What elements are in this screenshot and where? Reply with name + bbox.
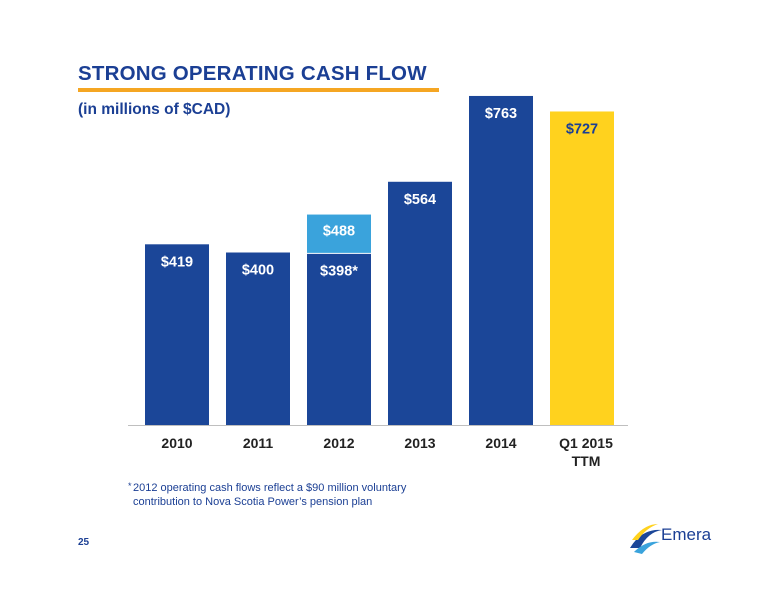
- tick-label-2011: 2011: [243, 435, 274, 451]
- tick-label-2014: 2014: [485, 435, 516, 451]
- bar-2010: [145, 244, 209, 425]
- data-label-2013: $564: [404, 192, 436, 208]
- data-label-2010: $419: [161, 254, 193, 270]
- tick-label-5: Q1 2015: [559, 435, 613, 451]
- bar-2013: [388, 181, 452, 425]
- bar-stack-2012: [307, 214, 371, 254]
- data-label-2011: $400: [242, 263, 274, 279]
- tick-label-5-line2: TTM: [572, 453, 601, 469]
- title-underline: [78, 88, 439, 92]
- tick-label-2013: 2013: [404, 435, 435, 451]
- footnote: * 2012 operating cash flows reflect a $9…: [128, 481, 463, 509]
- tick-label-2012: 2012: [323, 435, 354, 451]
- emera-swoosh-icon: [630, 524, 662, 554]
- page-number: 25: [78, 537, 90, 548]
- data-label-stack-2012: $488: [323, 224, 355, 240]
- slide-subtitle: (in millions of $CAD): [78, 101, 231, 118]
- bar-2014: [469, 95, 533, 426]
- footnote-text: 2012 operating cash flows reflect a $90 …: [133, 482, 407, 508]
- slide-title: STRONG OPERATING CASH FLOW: [78, 62, 427, 85]
- bar-2011: [226, 252, 290, 425]
- tick-label-2010: 2010: [161, 435, 192, 451]
- data-label-2012: $398*: [320, 263, 358, 279]
- data-label-2014: $763: [485, 106, 517, 122]
- footnote-marker: *: [128, 481, 132, 491]
- bar-2012: [307, 253, 371, 425]
- emera-logo-text: Emera: [661, 525, 712, 544]
- bar-q1-2015-ttm: [550, 111, 614, 425]
- data-label-q1-2015-ttm: $727: [566, 121, 598, 137]
